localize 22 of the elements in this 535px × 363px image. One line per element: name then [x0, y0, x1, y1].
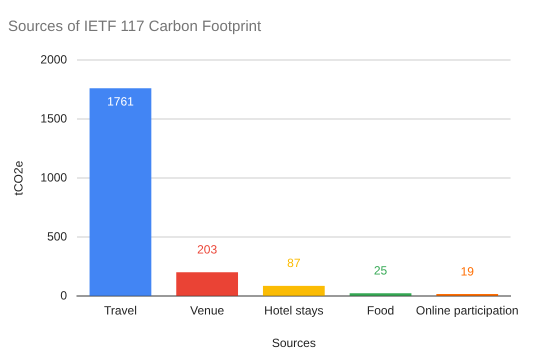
data-label: 1761 [107, 94, 134, 109]
bar [350, 293, 412, 296]
y-tick-label: 1000 [40, 170, 68, 184]
x-tick-label: Travel [104, 304, 137, 318]
x-tick-label: Online participation [416, 304, 519, 318]
x-tick-label: Hotel stays [264, 304, 324, 318]
data-label: 25 [374, 264, 388, 278]
y-tick-label: 0 [60, 288, 68, 303]
chart-title: Sources of IETF 117 Carbon Footprint [8, 18, 262, 36]
bar [90, 88, 152, 296]
data-label: 203 [197, 242, 218, 257]
bar [262, 286, 325, 296]
bar [176, 272, 238, 296]
y-tick-label: 1500 [40, 111, 68, 126]
x-tick-label: Venue [190, 304, 224, 318]
data-label: 87 [287, 256, 301, 270]
y-tick-label: 2000 [40, 52, 68, 66]
data-label: 19 [460, 264, 474, 278]
x-axis-title: Sources [272, 336, 316, 350]
y-axis-title: tCO2e [12, 160, 26, 196]
y-tick-label: 500 [47, 229, 68, 244]
x-tick-label: Food [366, 304, 394, 318]
